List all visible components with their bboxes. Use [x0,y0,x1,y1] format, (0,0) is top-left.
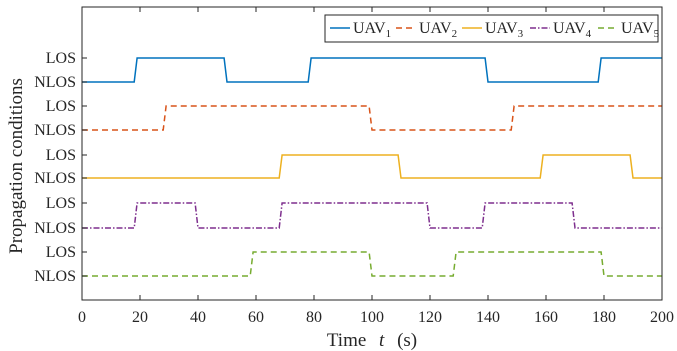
x-tick-label: 40 [190,309,206,326]
x-tick-label: 180 [592,309,616,326]
y-axis-label: Propagation conditions [6,78,27,254]
x-axis-label-var: t [379,330,385,351]
x-tick-label: 100 [360,309,384,326]
axes-layer [81,6,663,301]
y-tick-label: NLOS [34,268,76,285]
y-tick-label: NLOS [34,220,76,237]
x-tick-label: 120 [418,309,442,326]
y-tick-label: NLOS [34,170,76,187]
x-axis-label-prefix: Time [327,330,366,351]
legend: UAV1 UAV2 UAV3 UAV4 UAV5 [324,14,660,43]
y-tick-label: LOS [46,195,76,212]
y-tick-label: LOS [46,147,76,164]
series-line-uav3 [82,154,662,179]
series-layer [82,57,662,277]
x-tick-label: 200 [650,309,674,326]
x-tick-label: 20 [132,309,148,326]
x-axis-label-unit: (s) [397,330,417,351]
plot-frame [81,6,663,301]
series-line-uav4 [82,202,662,229]
y-tick-label: NLOS [34,74,76,91]
legend-label-uav1: UAV1 [353,20,391,40]
x-axis-label: Time t (s) [327,330,417,351]
x-tick-label: 60 [248,309,264,326]
y-tick-label: NLOS [34,122,76,139]
y-tick-label: LOS [46,50,76,67]
legend-label-uav5: UAV5 [621,20,660,40]
legend-label-uav4: UAV4 [553,20,592,40]
series-line-uav5 [82,251,662,277]
legend-label-uav2: UAV2 [419,20,457,40]
series-line-uav1 [82,57,662,83]
x-tick-label: 160 [534,309,558,326]
ticks-layer: 0 20 40 60 80 100 120 140 160 180 200 LOS NLOS LOS NLO… [34,7,674,326]
y-tick-label: LOS [46,244,76,261]
y-tick-label: LOS [46,98,76,115]
x-tick-label: 0 [78,309,86,326]
series-line-uav2 [82,105,662,131]
x-tick-label: 80 [306,309,322,326]
legend-label-uav3: UAV3 [485,20,524,40]
x-tick-label: 140 [476,309,500,326]
